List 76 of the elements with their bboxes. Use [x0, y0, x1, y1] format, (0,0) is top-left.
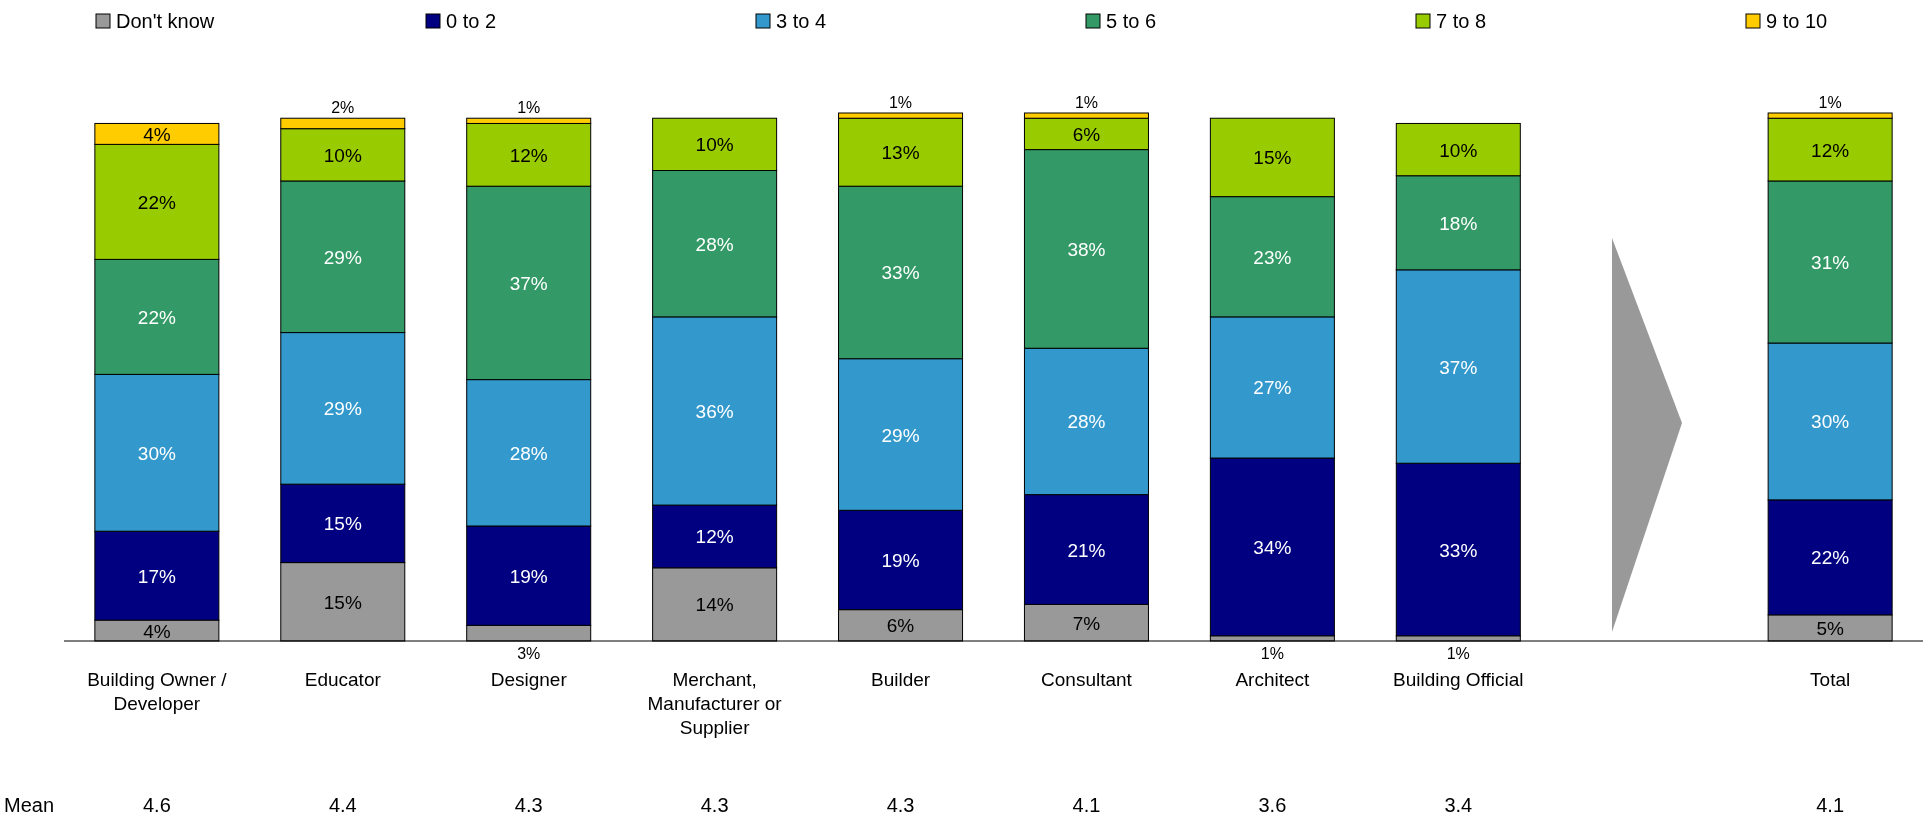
data-label: 31% — [1811, 251, 1850, 273]
data-label: 19% — [881, 549, 920, 571]
data-label: 19% — [509, 565, 548, 587]
data-label: 2% — [331, 99, 355, 117]
x-tick-label: Total — [1810, 669, 1851, 690]
text: 3.4 — [1444, 794, 1473, 816]
data-label: 15% — [323, 591, 362, 613]
data-label: 28% — [695, 233, 734, 255]
data-label: 34% — [1253, 536, 1292, 558]
text: 3.6 — [1258, 794, 1287, 816]
data-label: 18% — [1439, 212, 1478, 234]
data-label: 6% — [886, 615, 915, 637]
data-label: 30% — [137, 442, 176, 464]
text: 4.3 — [886, 794, 915, 816]
data-label: 22% — [1811, 547, 1850, 569]
text: Mean — [4, 794, 55, 816]
data-label: 10% — [323, 144, 362, 166]
data-label: 10% — [1439, 139, 1478, 161]
data-label: 29% — [323, 398, 362, 420]
legend-label: Don't know — [116, 10, 215, 32]
data-label: 5% — [1816, 617, 1844, 639]
data-label: 1% — [517, 99, 541, 117]
data-label: 6% — [1072, 123, 1101, 145]
data-label: 28% — [509, 442, 548, 464]
legend-label: 0 to 2 — [446, 10, 497, 32]
data-label: 23% — [1253, 246, 1292, 268]
text: 4.1 — [1072, 794, 1101, 816]
text: 4.6 — [142, 794, 171, 816]
data-label: 1% — [1818, 94, 1842, 111]
data-label: 15% — [1253, 147, 1292, 169]
data-label: 7% — [1072, 612, 1101, 634]
data-label: 30% — [1811, 411, 1850, 433]
data-label: 15% — [323, 513, 362, 535]
data-label: 29% — [881, 424, 920, 446]
data-label: 29% — [323, 246, 362, 268]
data-label: 4% — [143, 123, 171, 145]
data-label: 12% — [695, 526, 734, 548]
data-label: 4% — [143, 620, 171, 642]
x-tick-label: Merchant, Manufacturer or Supplier — [647, 669, 783, 738]
x-tick-label: Designer — [490, 669, 568, 690]
data-label: 13% — [881, 142, 920, 164]
data-label: 1% — [1074, 94, 1099, 111]
data-label: 37% — [509, 272, 548, 294]
x-tick-label: Consultant — [1041, 669, 1133, 690]
x-tick-label: Educator — [304, 669, 382, 690]
data-label: 27% — [1253, 377, 1292, 399]
text: 4.3 — [514, 794, 543, 816]
data-label: 36% — [695, 400, 734, 422]
data-label: 14% — [695, 594, 734, 616]
legend-label: 7 to 8 — [1436, 10, 1487, 32]
text: 4.3 — [700, 794, 729, 816]
x-tick-label: Building Official — [1392, 669, 1524, 690]
data-label: 10% — [695, 134, 734, 156]
data-label: 21% — [1067, 539, 1106, 561]
data-label: 38% — [1067, 238, 1106, 260]
x-tick-label: Builder — [870, 669, 931, 690]
data-label: 33% — [1439, 539, 1478, 561]
x-tick-label: Building Owner / Developer — [87, 669, 228, 714]
data-label: 22% — [137, 306, 176, 328]
data-label: 37% — [1439, 356, 1478, 378]
data-label: 1% — [1446, 645, 1470, 662]
data-label: 22% — [137, 191, 176, 213]
data-label: 12% — [509, 144, 548, 166]
legend-label: 9 to 10 — [1766, 10, 1828, 32]
data-label: 12% — [1811, 139, 1850, 161]
data-label: 3% — [517, 645, 541, 662]
data-label: 33% — [881, 262, 920, 284]
data-label: 17% — [137, 565, 176, 587]
legend-label: 3 to 4 — [776, 10, 827, 32]
text: 4.1 — [1816, 794, 1845, 816]
x-tick-label: Architect — [1235, 669, 1311, 690]
legend-label: 5 to 6 — [1106, 10, 1157, 32]
data-label: 1% — [888, 94, 913, 111]
data-label: 28% — [1067, 411, 1106, 433]
text: 4.4 — [328, 794, 357, 816]
data-label: 1% — [1260, 645, 1284, 662]
